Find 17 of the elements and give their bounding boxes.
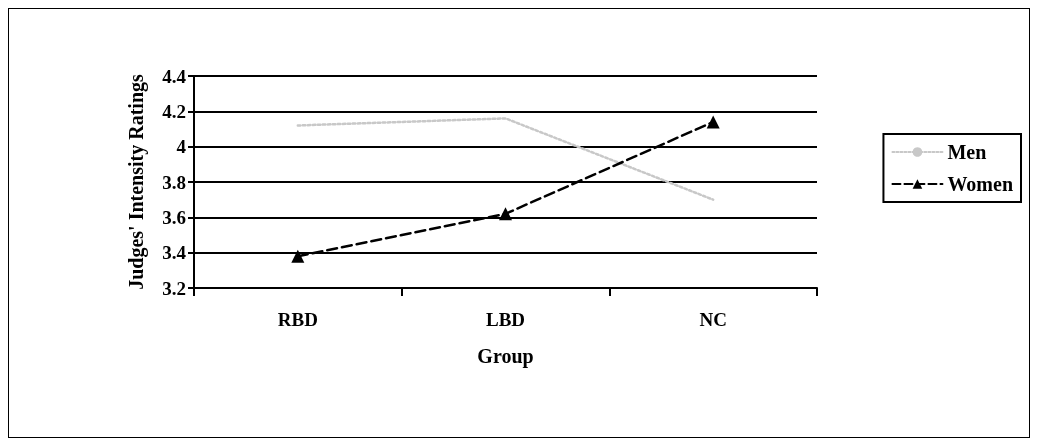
y-tick-label: 3.4 (162, 242, 187, 264)
point (291, 249, 305, 263)
y-tick-label: 4.4 (162, 65, 187, 87)
y-tick-label: 4.2 (162, 100, 186, 122)
legend-label: Men (947, 141, 987, 163)
x-tick-label: RBD (277, 309, 318, 330)
point (706, 115, 720, 129)
point (499, 207, 512, 221)
x-tick-label: NC (699, 309, 727, 330)
y-axis-title: Judges' Intensity Ratings (125, 73, 148, 290)
y-tick-label: 4 (176, 136, 187, 158)
x-axis-title: Group (477, 345, 534, 368)
legend-label: Women (947, 173, 1014, 195)
y-tick-label: 3.2 (162, 277, 186, 299)
y-tick-label: 3.8 (162, 171, 186, 193)
y-tick-label: 3.6 (162, 206, 186, 228)
x-tick-label: LBD (485, 309, 526, 330)
